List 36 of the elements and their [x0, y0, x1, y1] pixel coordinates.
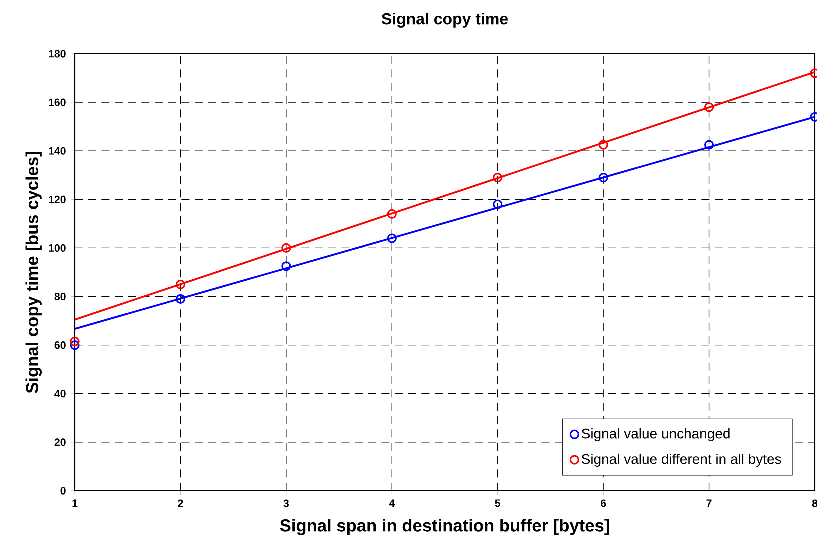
x-axis-title: Signal span in destination buffer [bytes]	[280, 519, 610, 536]
point	[70, 336, 80, 346]
point	[387, 234, 397, 244]
y-tick-label: 100	[49, 244, 66, 252]
x-tick-label: 4	[389, 500, 396, 508]
x-tick-label: 5	[495, 500, 501, 508]
y-tick-label: 0	[60, 487, 66, 495]
y-tick-label: 80	[54, 293, 66, 301]
point	[493, 173, 503, 183]
point	[176, 280, 186, 290]
y-tick-label: 20	[54, 438, 66, 446]
x-tick-label: 7	[706, 500, 712, 508]
y-tick-label: 40	[54, 390, 66, 398]
point	[282, 243, 292, 254]
y-tick-label: 160	[49, 98, 66, 106]
point	[598, 140, 608, 150]
y-tick-label: 140	[49, 147, 66, 155]
point	[493, 200, 503, 210]
x-tick-label: 2	[178, 500, 184, 508]
y-tick-label: 180	[49, 50, 66, 58]
x-tick-label: 6	[601, 500, 606, 508]
y-axis-title: Signal copy time [bus cycles]	[26, 152, 42, 394]
x-tick-label: 3	[284, 500, 290, 508]
y-tick-label: 60	[54, 342, 66, 350]
x-tick-label: 1	[72, 500, 78, 508]
point	[70, 340, 80, 350]
point	[704, 140, 714, 150]
point	[282, 262, 292, 272]
y-tick-label: 120	[49, 196, 66, 204]
point	[598, 173, 608, 183]
legend-label: Signal value unchanged	[582, 428, 730, 442]
point	[387, 209, 397, 220]
point	[704, 102, 714, 112]
chart-title: Signal copy time	[382, 12, 508, 28]
legend-label: Signal value different in all bytes	[582, 454, 782, 468]
point	[176, 294, 186, 304]
